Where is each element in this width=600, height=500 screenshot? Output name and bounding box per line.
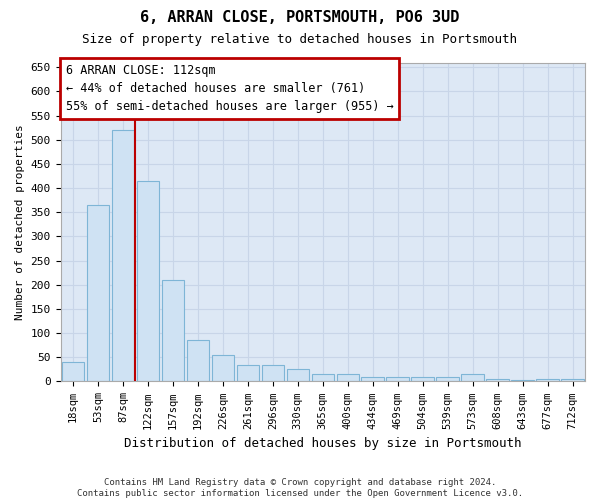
- Bar: [311, 374, 334, 382]
- Y-axis label: Number of detached properties: Number of detached properties: [15, 124, 25, 320]
- Text: Contains HM Land Registry data © Crown copyright and database right 2024.
Contai: Contains HM Land Registry data © Crown c…: [77, 478, 523, 498]
- Bar: [386, 376, 409, 382]
- Bar: [511, 380, 534, 382]
- Bar: [62, 362, 84, 382]
- X-axis label: Distribution of detached houses by size in Portsmouth: Distribution of detached houses by size …: [124, 437, 521, 450]
- Bar: [561, 379, 584, 382]
- Bar: [137, 181, 159, 382]
- Bar: [337, 374, 359, 382]
- Bar: [436, 376, 459, 382]
- Bar: [461, 374, 484, 382]
- Bar: [87, 205, 109, 382]
- Bar: [262, 364, 284, 382]
- Bar: [236, 364, 259, 382]
- Bar: [287, 370, 309, 382]
- Bar: [212, 355, 234, 382]
- Bar: [361, 376, 384, 382]
- Bar: [187, 340, 209, 382]
- Bar: [412, 376, 434, 382]
- Bar: [161, 280, 184, 382]
- Text: 6 ARRAN CLOSE: 112sqm
← 44% of detached houses are smaller (761)
55% of semi-det: 6 ARRAN CLOSE: 112sqm ← 44% of detached …: [66, 64, 394, 113]
- Bar: [536, 379, 559, 382]
- Bar: [487, 379, 509, 382]
- Bar: [112, 130, 134, 382]
- Text: Size of property relative to detached houses in Portsmouth: Size of property relative to detached ho…: [83, 32, 517, 46]
- Text: 6, ARRAN CLOSE, PORTSMOUTH, PO6 3UD: 6, ARRAN CLOSE, PORTSMOUTH, PO6 3UD: [140, 10, 460, 25]
